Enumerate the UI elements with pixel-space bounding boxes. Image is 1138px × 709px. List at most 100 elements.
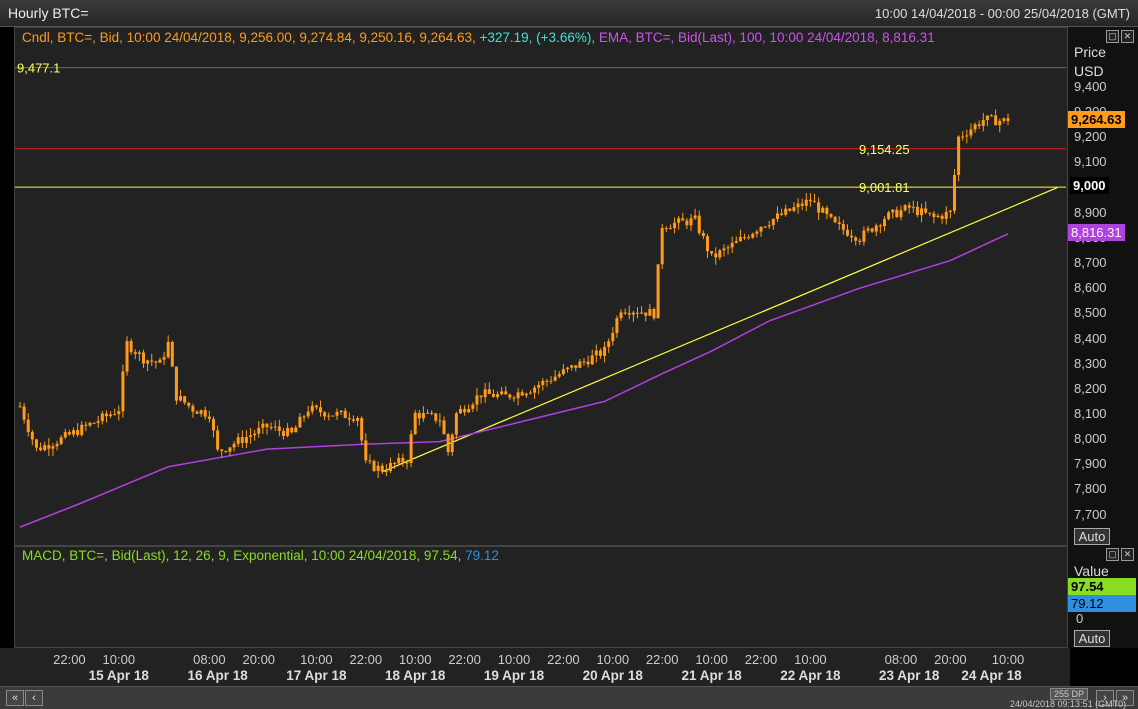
candle-body [718,250,722,258]
candle-body [191,405,195,412]
date-tick-label: 20 Apr 18 [582,668,643,683]
candle-body [722,248,726,251]
restore-icon[interactable]: ▢ [1106,30,1119,43]
candle-body [598,350,602,356]
candle-body [631,312,635,315]
candle-body [813,201,817,203]
hour-tick-label: 10:00 [398,652,432,667]
candle-body [533,387,537,393]
candle-body [915,206,919,216]
candle-body [891,209,895,213]
price-auto-button[interactable]: Auto [1074,528,1110,545]
scroll-last-icon[interactable]: » [1116,690,1134,706]
candle-body [331,415,335,417]
hour-tick-label: 10:00 [300,652,333,667]
candle-body [734,241,738,243]
price-tick-label: 9,200 [1074,129,1107,145]
signal-value-tag: 79.12 [1068,595,1136,612]
macd-panel[interactable] [14,546,1068,648]
candle-body [965,135,969,137]
candle-body [829,214,833,217]
candle-body [796,203,800,208]
hour-tick-label: 22:00 [645,652,679,667]
candle-body [920,208,924,216]
candle-body [640,312,644,314]
price-tick-label: 7,900 [1074,456,1107,472]
macd-legend-main: MACD, BTC=, Bid(Last), 12, 26, 9, Expone… [22,548,462,563]
candle-body [88,422,92,426]
candle-body [590,355,594,365]
candle-body [524,393,528,396]
candle-body [351,419,355,421]
price-panel[interactable] [14,27,1068,546]
candle-body [442,420,446,435]
candle-body [207,416,211,419]
candle-body [154,361,158,363]
close-icon[interactable]: ✕ [1121,30,1134,43]
macd-close-icon[interactable]: ✕ [1121,548,1134,561]
candle-body [426,412,430,414]
date-tick-label: 22 Apr 18 [780,668,841,683]
candle-body [821,207,825,213]
scroll-bar[interactable]: « ‹ 255 DP › » 24/04/2018 09:13:51 (GMT0… [0,686,1138,709]
ema-line [19,233,1009,528]
candle-body [146,360,150,364]
candle-body [500,391,504,395]
candle-body [109,414,113,417]
scroll-next-icon[interactable]: › [1096,690,1114,706]
price-tick-label: 7,800 [1074,481,1107,497]
level-9000-tag: 9,000 [1070,177,1109,194]
candle-body [957,136,961,175]
scroll-prev-icon[interactable]: ‹ [25,690,43,706]
candle-body [409,434,413,464]
candle-body [76,430,80,435]
candle-body [125,341,129,372]
hour-tick-label: 10:00 [991,652,1025,667]
candle-body [858,240,862,242]
hour-tick-label: 10:00 [102,652,136,667]
hour-tick-label: 22:00 [349,652,383,667]
candle-body [952,174,956,211]
candle-body [343,410,347,418]
hour-tick-label: 08:00 [884,652,918,667]
candle-body [18,406,22,408]
price-tick-label: 9,400 [1074,79,1107,94]
macd-auto-button[interactable]: Auto [1074,630,1110,647]
candle-body [290,427,294,433]
candle-body [693,215,697,219]
hour-tick-label: 20:00 [242,652,276,667]
candle-body [940,215,944,219]
window-titlebar: Hourly BTC= 10:00 14/04/2018 - 00:00 25/… [0,0,1138,27]
candle-body [170,341,174,367]
candle-body [850,235,854,238]
candle-body [664,228,668,230]
candle-body [265,423,269,428]
candle-body [339,410,343,412]
candle-body [43,445,47,451]
candle-body [244,437,248,443]
candle-body [516,392,520,399]
candle-body [619,312,623,319]
scroll-first-icon[interactable]: « [6,690,24,706]
candle-body [586,361,590,365]
hour-tick-label: 10:00 [794,652,827,667]
hour-tick-label: 22:00 [547,652,580,667]
candle-body [450,434,454,453]
candle-body [755,231,759,234]
candle-body [67,432,71,435]
price-legend: Cndl, BTC=, Bid, 10:00 24/04/2018, 9,256… [22,30,935,45]
candle-body [360,418,364,441]
candle-body [788,208,792,211]
macd-restore-icon[interactable]: ▢ [1106,548,1119,561]
macd-legend: MACD, BTC=, Bid(Last), 12, 26, 9, Expone… [22,548,499,563]
candle-body [471,404,475,409]
candle-body [228,447,232,452]
candle-body [302,416,306,418]
hour-tick-label: 22:00 [744,652,778,667]
candle-body [557,374,561,377]
candle-body [528,392,532,394]
candle-body [405,462,409,464]
candle-body [792,207,796,211]
candle-body [644,312,648,316]
time-axis[interactable] [0,648,1070,686]
